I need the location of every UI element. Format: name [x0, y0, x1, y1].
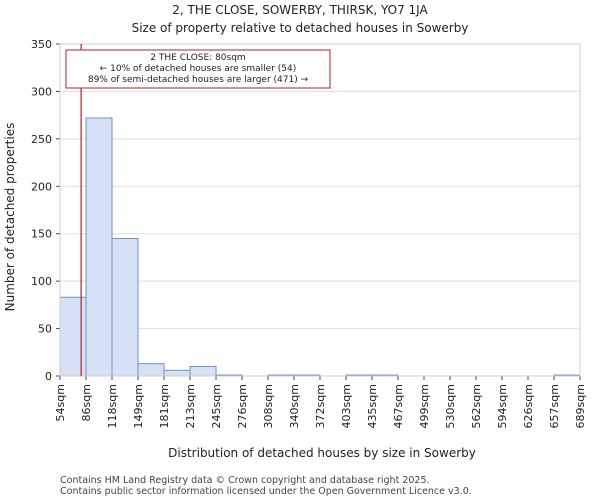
x-ticks: 54sqm 86sqm 118sqm 149sqm 181sqm 213sqm 245sqm…: [54, 376, 587, 428]
x-tick-label: 657sqm: [548, 384, 561, 428]
bar: [163, 369, 191, 377]
x-tick-label: 54sqm: [54, 384, 67, 421]
footer-line-2: Contains public sector information licen…: [60, 486, 472, 497]
x-axis-label: Distribution of detached houses by size …: [168, 446, 476, 460]
x-tick-label: 181sqm: [158, 384, 171, 428]
y-tick-label: 0: [45, 370, 52, 383]
x-tick-label: 403sqm: [340, 384, 353, 428]
x-tick-label: 118sqm: [106, 384, 119, 428]
y-axis-label: Number of detached properties: [3, 123, 17, 312]
footer-line-1: Contains HM Land Registry data © Crown c…: [60, 475, 430, 486]
x-tick-label: 467sqm: [392, 384, 405, 428]
x-tick-label: 213sqm: [184, 384, 197, 428]
y-tick-label: 250: [31, 133, 52, 146]
chart-title: 2, THE CLOSE, SOWERBY, THIRSK, YO7 1JA: [172, 3, 428, 17]
x-tick-label: 86sqm: [80, 384, 93, 421]
y-tick-label: 350: [31, 38, 52, 51]
annotation-line-3: 89% of semi-detached houses are larger (…: [88, 75, 309, 85]
annotation-line-1: 2 THE CLOSE: 80sqm: [150, 53, 245, 63]
chart-subtitle: Size of property relative to detached ho…: [132, 21, 469, 35]
annotation-frame: [65, 49, 331, 89]
x-tick-label: 499sqm: [418, 384, 431, 428]
y-ticks: 0 50 100 150 200 250 300 350: [31, 38, 60, 383]
plot-frame: [59, 43, 581, 377]
x-tick-label: 626sqm: [522, 384, 535, 428]
annotation-box: 2 THE CLOSE: 80sqm ← 10% of detached hou…: [65, 49, 331, 89]
x-tick-label: 372sqm: [314, 384, 327, 428]
y-tick-label: 150: [31, 228, 52, 241]
x-tick-label: 435sqm: [366, 384, 379, 428]
x-tick-label: 530sqm: [444, 384, 457, 428]
grid: [60, 43, 580, 377]
x-tick-label: 245sqm: [210, 384, 223, 428]
x-tick-label: 594sqm: [496, 384, 509, 428]
y-tick-label: 50: [38, 323, 52, 336]
bar: [59, 296, 87, 377]
annotation-line-2: ← 10% of detached houses are smaller (54…: [100, 64, 297, 74]
x-tick-label: 276sqm: [236, 384, 249, 428]
x-tick-label: 340sqm: [288, 384, 301, 428]
bar: [111, 237, 139, 377]
bar: [85, 117, 113, 377]
x-tick-label: 689sqm: [574, 384, 587, 428]
x-tick-label: 149sqm: [132, 384, 145, 428]
bar: [137, 363, 165, 377]
x-tick-label: 308sqm: [262, 384, 275, 428]
y-tick-label: 100: [31, 275, 52, 288]
bar: [189, 366, 217, 377]
bars: [59, 117, 581, 377]
y-tick-label: 300: [31, 85, 52, 98]
x-tick-label: 562sqm: [470, 384, 483, 428]
y-tick-label: 200: [31, 180, 52, 193]
